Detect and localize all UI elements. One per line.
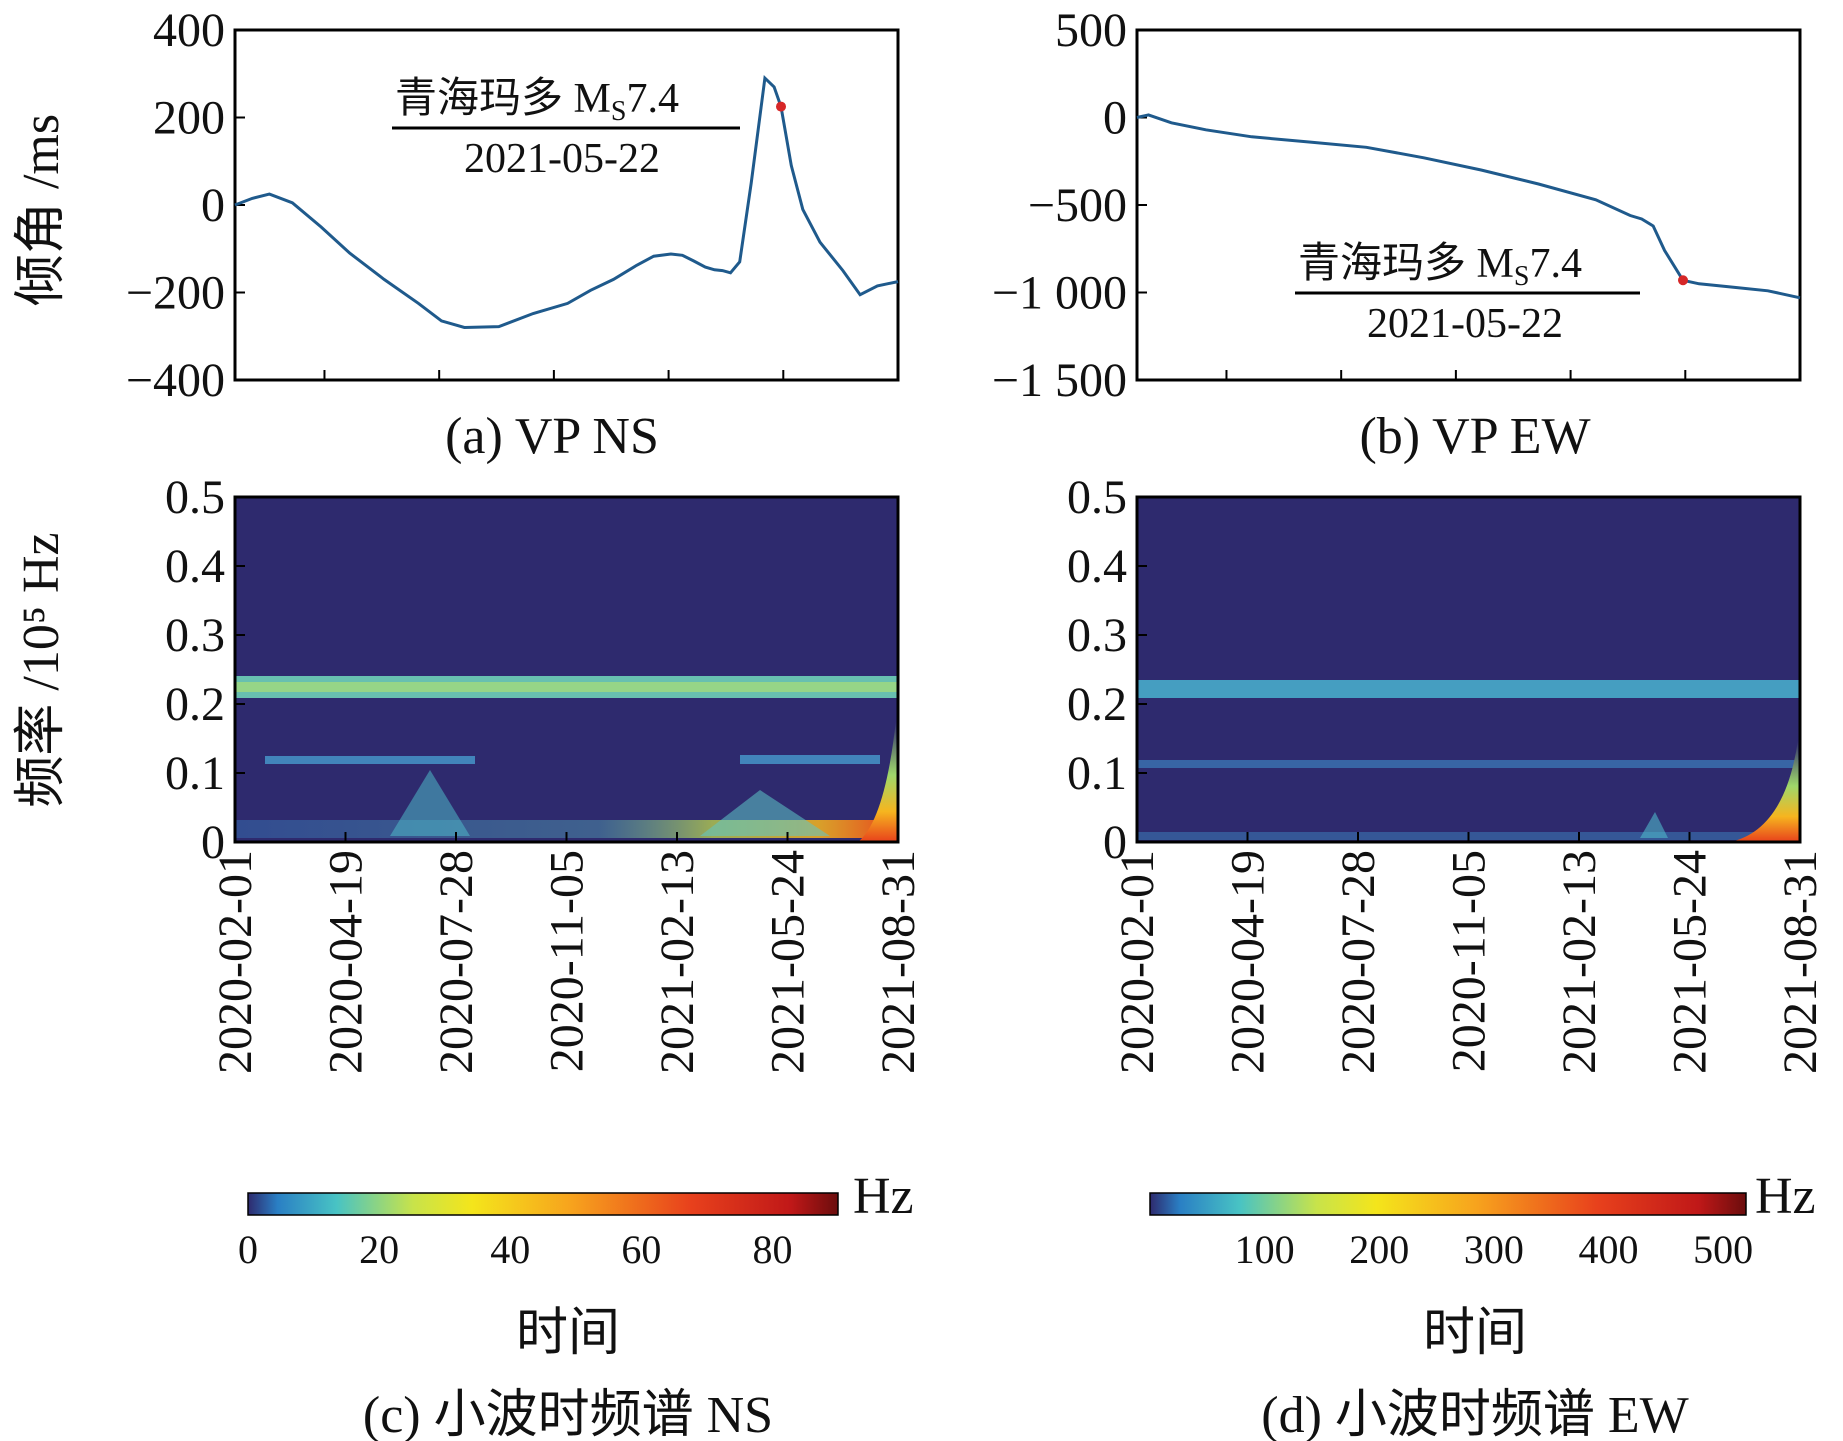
- panel-d-band-022: [1137, 680, 1800, 698]
- panel-c-colorbar-ticks: 0 20 40 60 80: [238, 1227, 792, 1272]
- xtick-date-label: 2020-02-01: [209, 850, 262, 1074]
- panel-c-ylabel: 频率 /10⁵ Hz: [13, 532, 70, 807]
- ytick-label: 0.5: [1067, 471, 1127, 524]
- panel-a-event-marker: [776, 102, 786, 112]
- panel-a-yticks: 400 200 0 −200 −400: [126, 4, 245, 407]
- xtick-date-label: 2021-08-31: [872, 850, 925, 1074]
- ytick-label: 400: [153, 4, 225, 57]
- colorbar-tick-label: 200: [1349, 1227, 1409, 1272]
- ytick-label: 0.1: [165, 747, 225, 800]
- ytick-label: 200: [153, 92, 225, 145]
- xtick-date-label: 2021-02-13: [1553, 850, 1606, 1074]
- panel-d-colorbar-unit: Hz: [1755, 1168, 1816, 1225]
- panel-c-colorbar: [248, 1193, 838, 1215]
- panel-c-band-011-right: [740, 755, 880, 764]
- panel-d-yticks: 0.50.40.30.20.10: [1067, 471, 1147, 869]
- panel-c-background: [235, 497, 898, 842]
- colorbar-tick-label: 60: [621, 1227, 661, 1272]
- xtick-date-label: 2020-04-19: [1222, 850, 1275, 1074]
- ytick-label: 0.1: [1067, 747, 1127, 800]
- panel-c-xlabel: 时间: [516, 1305, 620, 1362]
- ytick-label: 0.3: [165, 609, 225, 662]
- ytick-label: 0.3: [1067, 609, 1127, 662]
- ytick-label: 0.4: [165, 540, 225, 593]
- ytick-label: −400: [126, 354, 225, 407]
- xtick-date-label: 2020-04-19: [320, 850, 373, 1074]
- ytick-label: 0: [201, 179, 225, 232]
- panel-c-yticks: 0.50.40.30.20.10: [165, 471, 245, 869]
- panel-c: 0.50.40.30.20.10 2020-02-01 2020-04-19 202…: [13, 471, 925, 1441]
- panel-b-caption: (b) VP EW: [1359, 408, 1590, 465]
- ytick-label: 0.4: [1067, 540, 1127, 593]
- ytick-label: 500: [1055, 4, 1127, 57]
- xtick-date-label: 2020-11-05: [1443, 850, 1496, 1072]
- panel-b-annotation-date: 2021-05-22: [1367, 301, 1563, 347]
- panel-d-background: [1137, 497, 1800, 842]
- panel-c-colorbar-unit: Hz: [853, 1168, 914, 1225]
- panel-d-colorbar-ticks: 100 200 300 400 500: [1235, 1227, 1753, 1272]
- ytick-label: −200: [126, 267, 225, 320]
- colorbar-tick-label: 40: [490, 1227, 530, 1272]
- panel-d-colorbar: [1150, 1193, 1746, 1215]
- panel-a-caption: (a) VP NS: [445, 408, 659, 465]
- ytick-label: −1 500: [992, 354, 1127, 407]
- colorbar-tick-label: 20: [359, 1227, 399, 1272]
- panel-d-band-011: [1137, 760, 1800, 768]
- panel-b: 500 0 −500 −1 000 −1 500 青海玛多 MS7.4 2021-05-…: [992, 4, 1800, 465]
- xtick-date-label: 2020-02-01: [1111, 850, 1164, 1074]
- xtick-date-label: 2021-05-24: [1664, 850, 1717, 1074]
- figure: 4002000−200−400 青海玛多 MS7.4 2021-05-22 倾角…: [0, 0, 1843, 1441]
- panel-c-xticks: 2020-02-01 2020-04-19 2020-07-28 2020-11-05…: [209, 832, 925, 1074]
- ytick-label: −500: [1028, 179, 1127, 232]
- xtick-date-label: 2021-02-13: [651, 850, 704, 1074]
- colorbar-tick-label: 0: [238, 1227, 258, 1272]
- panel-b-yticks: 500 0 −500 −1 000 −1 500: [992, 4, 1147, 407]
- colorbar-tick-label: 100: [1235, 1227, 1295, 1272]
- xtick-date-label: 2020-07-28: [430, 850, 483, 1074]
- colorbar-tick-label: 300: [1464, 1227, 1524, 1272]
- panel-d: 0.50.40.30.20.10 2020-02-01 2020-04-19 202…: [1067, 471, 1827, 1441]
- panel-a-ylabel: 倾角 /ms: [13, 114, 70, 306]
- panel-b-event-marker: [1678, 275, 1688, 285]
- xtick-date-label: 2020-11-05: [541, 850, 594, 1072]
- colorbar-tick-label: 500: [1693, 1227, 1753, 1272]
- panel-a-annotation-title: 青海玛多 MS7.4: [395, 76, 679, 127]
- panel-c-band-022-core: [235, 682, 898, 692]
- panel-a: 400 200 0 −200 −400 青海玛多 MS7.4 2021-05-22 倾角…: [13, 4, 898, 465]
- panel-a-annotation-date: 2021-05-22: [464, 136, 660, 182]
- panel-d-xticks: 2020-02-01 2020-04-19 2020-07-28 2020-11-05…: [1111, 832, 1827, 1074]
- ytick-label: 0.2: [165, 678, 225, 731]
- ytick-label: 0.2: [1067, 678, 1127, 731]
- ytick-label: 0: [1103, 92, 1127, 145]
- panel-d-caption: (d) 小波时频谱 EW: [1261, 1387, 1688, 1441]
- panel-d-xlabel: 时间: [1423, 1305, 1527, 1362]
- panel-b-annotation-title: 青海玛多 MS7.4: [1298, 241, 1582, 292]
- colorbar-tick-label: 80: [752, 1227, 792, 1272]
- colorbar-tick-label: 400: [1578, 1227, 1638, 1272]
- ytick-label: 0.5: [165, 471, 225, 524]
- xtick-date-label: 2020-07-28: [1332, 850, 1385, 1074]
- ytick-label: −1 000: [992, 267, 1127, 320]
- xtick-date-label: 2021-05-24: [762, 850, 815, 1074]
- panel-c-caption: (c) 小波时频谱 NS: [363, 1387, 773, 1441]
- xtick-date-label: 2021-08-31: [1774, 850, 1827, 1074]
- panel-c-band-011-left: [265, 756, 475, 764]
